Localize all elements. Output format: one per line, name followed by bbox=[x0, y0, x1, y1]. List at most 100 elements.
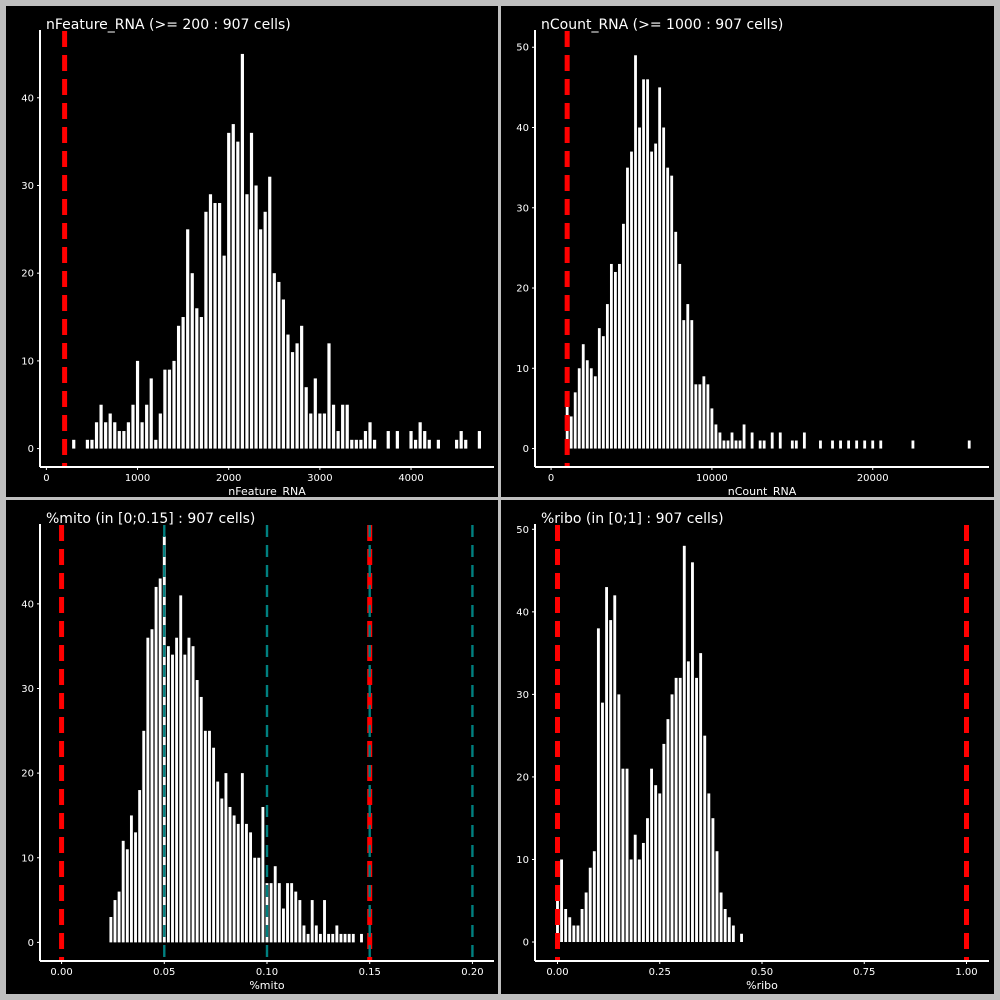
histogram-bar bbox=[414, 439, 418, 449]
histogram-bar bbox=[186, 229, 190, 449]
histogram-bar bbox=[666, 167, 670, 449]
histogram-bar bbox=[125, 849, 129, 943]
histogram-bar bbox=[218, 203, 222, 449]
nfeature-plot: 0 10 20 30 40 0 1000 2000 3000 4000 nFeature_RNA bbox=[21, 30, 494, 497]
y-tick-label: 20 bbox=[516, 772, 529, 783]
histogram-bar bbox=[618, 263, 621, 449]
histogram-bar bbox=[662, 127, 666, 449]
histogram-bar bbox=[309, 413, 313, 449]
y-tick-label: 40 bbox=[21, 599, 34, 610]
histogram-bar bbox=[286, 334, 290, 449]
histogram-bar bbox=[146, 637, 150, 943]
histogram-bar bbox=[871, 440, 875, 449]
histogram-bar bbox=[108, 413, 112, 449]
histogram-bar bbox=[269, 883, 273, 943]
histogram-bar bbox=[126, 422, 131, 449]
histogram-bar bbox=[879, 440, 883, 449]
histogram-bar bbox=[113, 900, 117, 943]
histogram-bar bbox=[261, 806, 265, 943]
x-tick-label: 2000 bbox=[216, 473, 241, 484]
y-tick-label: 50 bbox=[516, 43, 529, 54]
histogram-bar bbox=[666, 719, 670, 943]
histogram-bar bbox=[327, 933, 331, 943]
histogram-bar bbox=[343, 933, 347, 943]
histogram-bar bbox=[254, 185, 258, 449]
y-tick-label: 0 bbox=[28, 938, 34, 949]
histogram-bar bbox=[134, 832, 137, 943]
histogram-bar bbox=[682, 545, 686, 943]
histogram-bar bbox=[354, 439, 358, 449]
histogram-bar bbox=[622, 223, 625, 449]
histogram-bar bbox=[730, 432, 734, 449]
histogram-bar bbox=[195, 308, 199, 449]
histogram-bar bbox=[674, 677, 678, 943]
histogram-bar bbox=[117, 891, 121, 943]
histogram-bar bbox=[626, 167, 629, 449]
histogram-bar bbox=[222, 255, 226, 449]
y-tick-label: 0 bbox=[523, 444, 529, 455]
histogram-bar bbox=[294, 891, 298, 943]
y-tick-label: 20 bbox=[21, 269, 34, 280]
histogram-bar bbox=[360, 933, 363, 943]
histogram-bar bbox=[166, 646, 170, 943]
histogram-bar bbox=[318, 413, 322, 449]
histogram-bar bbox=[682, 320, 686, 449]
y-tick-label: 40 bbox=[516, 123, 529, 134]
y-tick-label: 10 bbox=[516, 364, 529, 375]
mito-plot: 0 10 20 30 40 0.00 0.05 0.10 0.15 0.20 %mito bbox=[21, 524, 494, 992]
histogram-bar bbox=[670, 175, 674, 449]
y-tick-label: 30 bbox=[516, 690, 529, 701]
histogram-bar bbox=[129, 815, 133, 943]
histogram-bar bbox=[455, 439, 459, 449]
histogram-bar bbox=[306, 933, 310, 943]
histogram-bar bbox=[224, 773, 228, 943]
histogram-bar bbox=[802, 432, 806, 449]
histogram-bar bbox=[179, 595, 183, 943]
histogram-bar bbox=[762, 440, 766, 449]
histogram-bar bbox=[351, 933, 355, 943]
histogram-bars bbox=[72, 53, 482, 449]
histogram-bar bbox=[650, 151, 653, 449]
x-tick-label: 0.25 bbox=[649, 967, 671, 978]
x-tick-label: 0.50 bbox=[751, 967, 773, 978]
histogram-bar bbox=[208, 194, 213, 449]
histogram-bar bbox=[707, 793, 711, 943]
histogram-bar bbox=[253, 857, 257, 943]
histogram-bar bbox=[436, 439, 440, 449]
histogram-bar bbox=[300, 325, 304, 449]
histogram-bar bbox=[228, 806, 232, 943]
histogram-bar bbox=[706, 384, 710, 449]
histogram-bar bbox=[372, 439, 377, 449]
histogram-bar bbox=[359, 439, 363, 449]
histogram-bars bbox=[565, 55, 971, 449]
histogram-bar bbox=[245, 823, 248, 943]
histogram-bar bbox=[122, 431, 126, 449]
histogram-bar bbox=[286, 883, 289, 943]
histogram-bar bbox=[135, 360, 140, 449]
histogram-bar bbox=[770, 432, 774, 449]
histogram-bar bbox=[630, 151, 633, 449]
histogram-bar bbox=[601, 702, 604, 943]
ribo-plot: 0 10 20 30 40 50 0.00 0.25 0.50 0.75 1.00 %ribo bbox=[516, 524, 989, 992]
x-tick-label: 0.00 bbox=[546, 967, 568, 978]
x-tick-label: 20000 bbox=[857, 473, 889, 484]
histogram-bar bbox=[629, 859, 633, 943]
histogram-bar bbox=[345, 404, 349, 449]
histogram-bar bbox=[596, 628, 600, 943]
histogram-bar bbox=[719, 892, 723, 943]
histogram-bar bbox=[703, 735, 707, 943]
histogram-bar bbox=[313, 378, 317, 449]
histogram-bar bbox=[654, 785, 658, 943]
histogram-bar bbox=[175, 637, 179, 943]
histogram-bar bbox=[149, 378, 153, 449]
histogram-bar bbox=[323, 900, 326, 943]
histogram-bar bbox=[145, 404, 149, 449]
x-tick-label: 0.75 bbox=[853, 967, 875, 978]
histogram-bar bbox=[617, 694, 621, 943]
x-tick-label: 0 bbox=[43, 473, 49, 484]
histogram-bar bbox=[172, 360, 176, 449]
histogram-bar bbox=[678, 263, 682, 449]
histogram-bar bbox=[702, 376, 706, 449]
histogram-bar bbox=[637, 859, 641, 943]
histogram-bar bbox=[464, 439, 468, 449]
